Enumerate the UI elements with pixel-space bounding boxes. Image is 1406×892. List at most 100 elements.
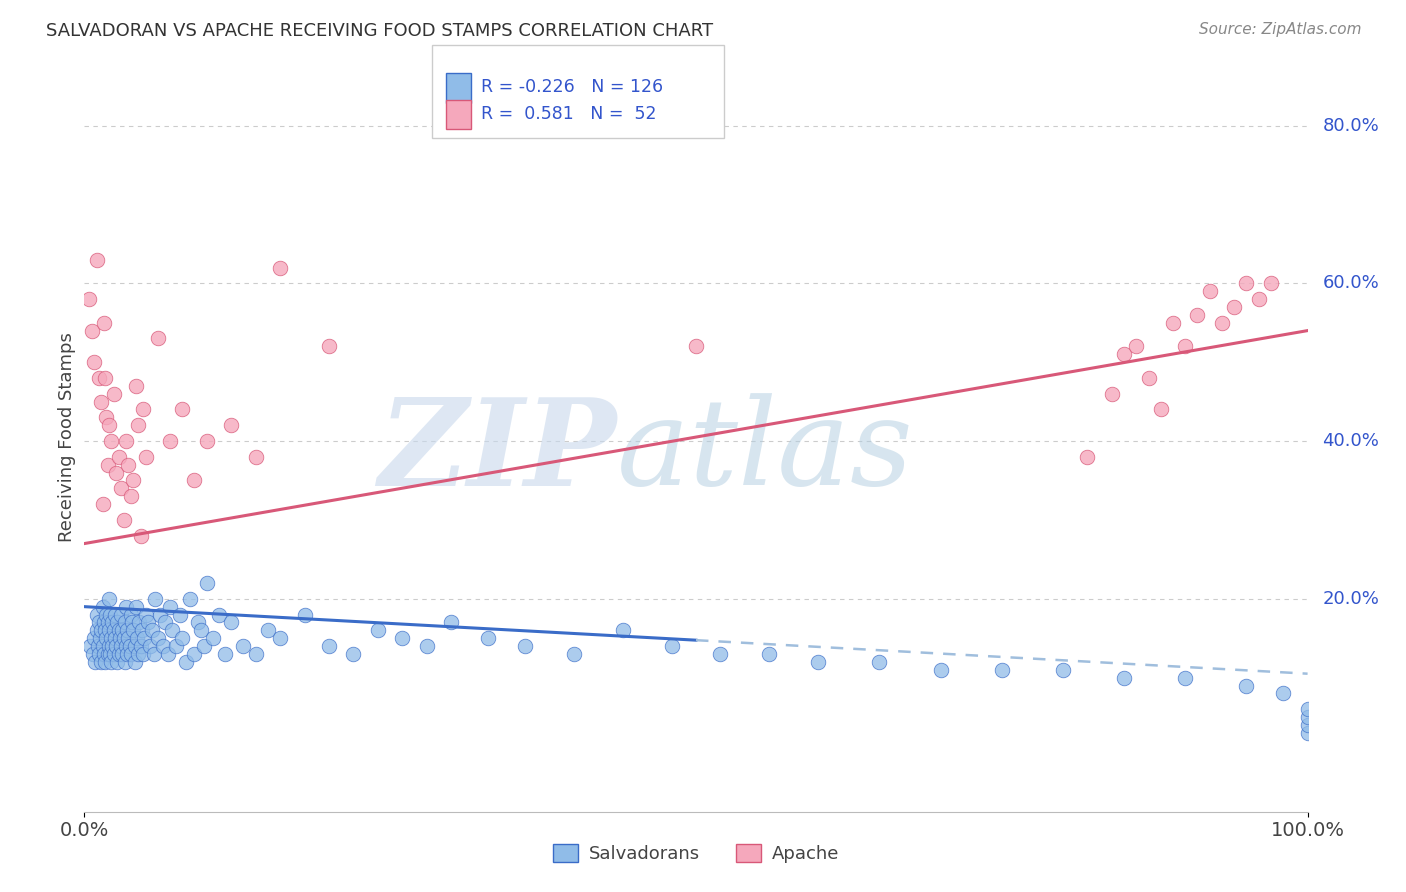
Point [141,624,163,638]
Point [1076,450,1098,464]
Point [318,639,340,653]
Point [1052,663,1074,677]
Point [86,252,108,267]
Point [1174,339,1197,353]
Point [104,631,127,645]
Point [104,607,127,622]
Text: 80.0%: 80.0% [1322,117,1379,135]
Point [94,371,117,385]
Point [172,631,194,645]
Point [86,624,108,638]
Point [111,624,134,638]
Point [82,647,104,661]
Point [91,599,114,614]
Point [110,481,132,495]
Point [96,631,118,645]
Point [807,655,830,669]
Point [108,631,131,645]
Point [174,655,197,669]
Point [1236,679,1258,693]
Point [257,624,280,638]
Point [107,450,129,464]
Point [1187,308,1209,322]
Point [367,624,389,638]
Point [105,466,128,480]
Point [129,529,152,543]
Point [97,418,120,433]
Point [97,615,120,630]
Point [91,639,114,653]
Y-axis label: Receiving Food Stamps: Receiving Food Stamps [58,332,76,542]
Point [153,615,176,630]
Point [98,607,121,622]
Point [100,655,122,669]
Point [129,639,152,653]
Point [83,355,105,369]
Point [112,513,135,527]
Point [77,292,100,306]
Point [685,339,707,353]
Point [195,434,218,448]
Point [156,647,179,661]
Point [513,639,536,653]
Point [107,647,129,661]
Point [1247,292,1270,306]
Point [110,639,132,653]
Point [187,615,209,630]
Point [869,655,891,669]
Point [1296,726,1319,740]
Point [183,647,205,661]
Point [143,647,166,661]
Point [100,631,122,645]
Point [195,576,218,591]
Point [159,599,181,614]
Point [107,624,129,638]
Point [440,615,463,630]
Point [97,647,120,661]
Point [1211,316,1233,330]
Point [201,631,224,645]
Point [87,371,110,385]
Point [115,434,138,448]
Point [115,599,138,614]
Point [79,639,101,653]
Point [110,607,132,622]
Point [100,434,122,448]
Point [83,631,105,645]
Point [169,607,191,622]
Text: Source: ZipAtlas.com: Source: ZipAtlas.com [1198,22,1361,37]
Point [1125,339,1147,353]
Point [96,410,118,425]
Point [132,647,155,661]
Point [90,394,112,409]
Point [232,639,254,653]
Point [90,624,112,638]
Point [127,647,149,661]
Text: ZIP: ZIP [378,392,616,511]
Point [135,450,157,464]
Point [219,615,242,630]
Point [139,639,162,653]
Point [117,631,139,645]
Point [105,655,128,669]
Point [172,402,194,417]
Point [294,607,316,622]
Point [149,607,172,622]
Point [245,647,267,661]
Point [190,624,212,638]
Point [120,647,142,661]
Point [84,655,107,669]
Text: SALVADORAN VS APACHE RECEIVING FOOD STAMPS CORRELATION CHART: SALVADORAN VS APACHE RECEIVING FOOD STAM… [46,22,713,40]
Point [1150,402,1173,417]
Point [208,607,231,622]
Point [134,631,156,645]
Point [193,639,215,653]
Point [115,624,138,638]
Point [135,607,157,622]
Point [146,631,169,645]
Point [114,615,136,630]
Point [94,624,117,638]
Point [477,631,499,645]
Point [101,615,124,630]
Point [91,497,114,511]
